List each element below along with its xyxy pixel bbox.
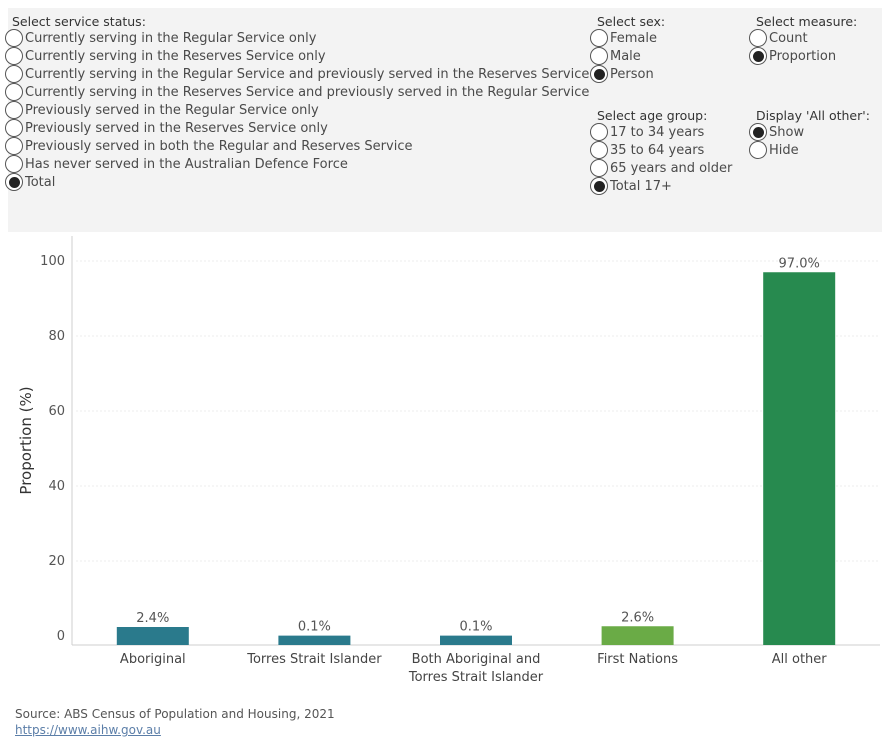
data-label: 97.0% <box>779 256 820 271</box>
service-status-option-currently-serving-in-the-regular-service-only[interactable]: Currently serving in the Regular Service… <box>5 29 589 47</box>
service-status-title: Select service status: <box>12 14 146 29</box>
sex-option-person[interactable]: Person <box>590 65 665 83</box>
age-group-filter: Select age group: 17 to 34 years 35 to 64… <box>590 108 733 195</box>
radio-button[interactable] <box>749 29 767 47</box>
option-label: 35 to 64 years <box>610 142 705 158</box>
option-label: Currently serving in the Regular Service… <box>25 30 317 46</box>
bar <box>278 635 351 645</box>
y-tick-label: 100 <box>40 254 65 269</box>
option-label: Show <box>769 124 805 140</box>
radio-button[interactable] <box>590 159 608 177</box>
all-other-option-show[interactable]: Show <box>749 123 870 141</box>
all-other-option-hide[interactable]: Hide <box>749 141 870 159</box>
source-text: Source: ABS Census of Population and Hou… <box>15 707 335 721</box>
y-tick-label: 20 <box>48 554 65 569</box>
service-status-option-currently-serving-in-the-reserves-service-and-previously-served-in-the-regular-service[interactable]: Currently serving in the Reserves Servic… <box>5 83 590 101</box>
option-label: 65 years and older <box>610 160 733 176</box>
sex-option-male[interactable]: Male <box>590 47 665 65</box>
service-status-option-previously-served-in-the-reserves-service-only[interactable]: Previously served in the Reserves Servic… <box>5 119 589 137</box>
age-option-17-to-34-years[interactable]: 17 to 34 years <box>590 123 732 141</box>
option-label: Count <box>769 30 808 46</box>
option-label: Previously served in the Regular Service… <box>25 102 319 118</box>
x-category-label: Torres Strait Islander <box>246 652 382 667</box>
service-status-option-previously-served-in-both-the-regular-and-reserves-service[interactable]: Previously served in both the Regular an… <box>5 137 589 155</box>
option-label: Hide <box>769 142 799 158</box>
option-label: Proportion <box>769 48 837 64</box>
source-note: Source: ABS Census of Population and Hou… <box>15 706 335 738</box>
radio-button[interactable] <box>590 123 608 141</box>
option-label: Previously served in the Reserves Servic… <box>25 120 328 136</box>
data-label: 0.1% <box>298 620 331 635</box>
option-label: Female <box>610 30 658 46</box>
radio-button[interactable] <box>590 65 608 83</box>
x-category-label: All other <box>772 652 828 667</box>
service-status-option-has-never-served-in-the-australian-defence-force[interactable]: Has never served in the Australian Defen… <box>5 155 589 173</box>
option-label: Currently serving in the Regular Service… <box>25 66 590 82</box>
x-category-label: First Nations <box>597 652 678 667</box>
radio-button[interactable] <box>590 29 608 47</box>
option-label: Currently serving in the Reserves Servic… <box>25 48 326 64</box>
radio-button[interactable] <box>5 137 23 155</box>
radio-button[interactable] <box>590 177 608 195</box>
measure-filter: Select measure: Count Proportion <box>749 14 858 65</box>
radio-button[interactable] <box>749 47 767 65</box>
radio-button[interactable] <box>749 123 767 141</box>
bar <box>116 627 189 645</box>
radio-button[interactable] <box>590 47 608 65</box>
option-label: Has never served in the Australian Defen… <box>25 156 348 172</box>
sex-title: Select sex: <box>597 14 666 29</box>
option-label: 17 to 34 years <box>610 124 705 140</box>
service-status-option-total[interactable]: Total <box>5 173 589 191</box>
y-axis-label: Proportion (%) <box>17 386 35 494</box>
option-label: Previously served in both the Regular an… <box>25 138 413 154</box>
age-option-65-years-and-older[interactable]: 65 years and older <box>590 159 733 177</box>
y-tick-label: 40 <box>48 479 65 494</box>
radio-button[interactable] <box>5 101 23 119</box>
all-other-title: Display 'All other': <box>756 108 870 123</box>
filter-panel: Select service status: Currently serving… <box>5 8 882 232</box>
data-label: 2.4% <box>136 611 169 626</box>
all-other-filter: Display 'All other': Show Hide <box>749 108 870 159</box>
bar <box>601 626 674 645</box>
y-tick-label: 60 <box>48 404 65 419</box>
radio-button[interactable] <box>5 29 23 47</box>
service-status-option-currently-serving-in-the-reserves-service-only[interactable]: Currently serving in the Reserves Servic… <box>5 47 589 65</box>
measure-option-proportion[interactable]: Proportion <box>749 47 857 65</box>
service-status-option-currently-serving-in-the-regular-service-and-previously-served-in-the-reserves-service[interactable]: Currently serving in the Regular Service… <box>5 65 590 83</box>
bar <box>440 635 512 645</box>
x-category-label: Torres Strait Islander <box>408 670 544 685</box>
radio-button[interactable] <box>5 65 23 83</box>
measure-title: Select measure: <box>756 14 858 29</box>
radio-button[interactable] <box>590 141 608 159</box>
data-label: 2.6% <box>621 610 654 625</box>
data-label: 0.1% <box>459 620 492 635</box>
option-label: Currently serving in the Reserves Servic… <box>25 84 590 100</box>
y-tick-label: 0 <box>57 629 65 644</box>
option-label: Person <box>610 66 654 82</box>
age-group-title: Select age group: <box>597 108 708 123</box>
sex-filter: Select sex: Female Male Person <box>590 14 666 83</box>
source-link[interactable]: https://www.aihw.gov.au <box>15 723 161 737</box>
bar-chart-svg: 0 20 40 60 80 100 Proportion (%) 2.4% Aboriginal… <box>17 236 880 685</box>
radio-button[interactable] <box>5 173 23 191</box>
age-option-total-17[interactable]: Total 17+ <box>590 177 732 195</box>
x-category-label: Aboriginal <box>120 652 186 667</box>
service-status-option-previously-served-in-the-regular-service-only[interactable]: Previously served in the Regular Service… <box>5 101 589 119</box>
service-status-filter: Select service status: Currently serving… <box>5 14 590 191</box>
measure-option-count[interactable]: Count <box>749 29 857 47</box>
option-label: Male <box>610 48 641 64</box>
bar <box>763 272 836 645</box>
radio-button[interactable] <box>5 155 23 173</box>
radio-button[interactable] <box>749 141 767 159</box>
age-option-35-to-64-years[interactable]: 35 to 64 years <box>590 141 732 159</box>
radio-button[interactable] <box>5 83 23 101</box>
sex-option-female[interactable]: Female <box>590 29 665 47</box>
option-label: Total <box>25 174 56 190</box>
radio-button[interactable] <box>5 47 23 65</box>
x-category-label: Both Aboriginal and <box>412 652 541 667</box>
option-label: Total 17+ <box>610 178 672 194</box>
y-tick-label: 80 <box>48 329 65 344</box>
radio-button[interactable] <box>5 119 23 137</box>
bar-chart: 0 20 40 60 80 100 Proportion (%) 2.4% Aboriginal… <box>0 232 890 692</box>
